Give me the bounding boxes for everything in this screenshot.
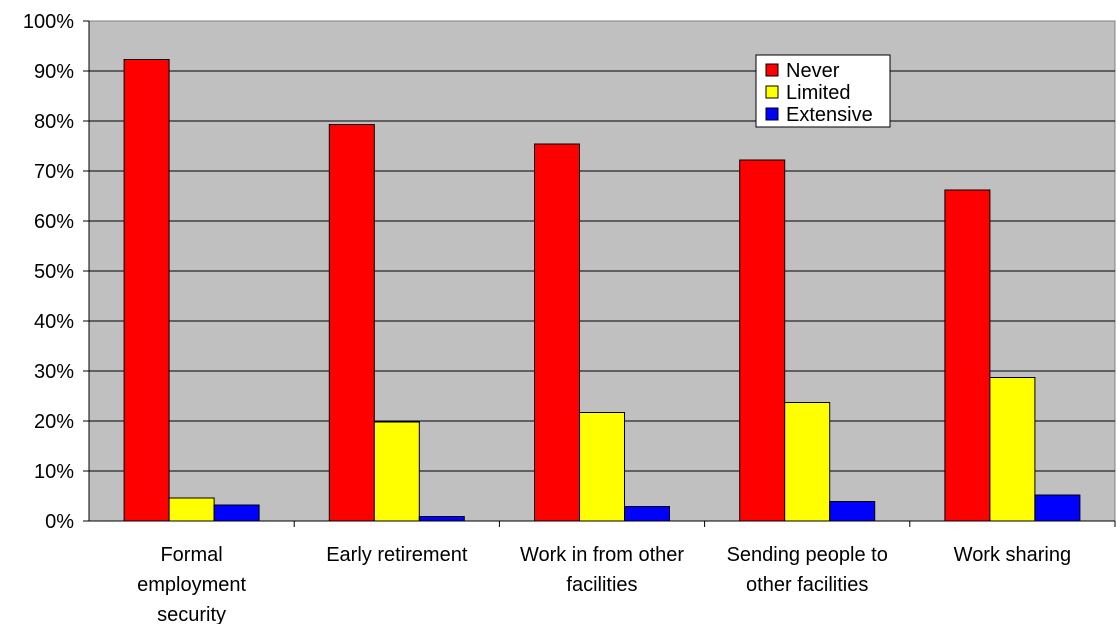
y-tick-label: 20% <box>34 411 74 433</box>
legend-swatch-extensive <box>765 107 779 121</box>
bar-never <box>328 124 375 522</box>
bar-extensive <box>829 501 876 522</box>
legend-swatch-never <box>765 63 779 77</box>
y-tick-label: 50% <box>34 261 74 283</box>
x-tick-label: Work in from other <box>520 544 684 566</box>
y-tick-label: 40% <box>34 311 74 333</box>
x-tick-label: Formal <box>160 544 222 566</box>
bar-extensive <box>624 506 670 522</box>
y-tick-label: 80% <box>34 111 74 133</box>
y-tick-label: 100% <box>23 11 74 33</box>
bar-never <box>944 189 991 522</box>
legend-label-limited: Limited <box>786 82 850 104</box>
x-tick-label: Sending people to <box>727 544 888 566</box>
y-tick-label: 90% <box>34 61 74 83</box>
y-tick-label: 0% <box>45 511 74 533</box>
axes: 0% 10% 20% 30% 40% 50% 60% 70% 80% 90% 100% Formal e… <box>23 11 1116 624</box>
bar-limited <box>784 402 831 522</box>
legend-swatch-limited <box>765 85 779 99</box>
x-tick-label: employment <box>137 574 246 596</box>
y-tick-label: 60% <box>34 211 74 233</box>
legend-label-extensive: Extensive <box>786 104 873 126</box>
bar-limited <box>989 377 1036 522</box>
x-tick-label: security <box>157 604 226 624</box>
y-tick-label: 30% <box>34 361 74 383</box>
bar-never <box>534 143 580 522</box>
bar-extensive <box>418 516 465 522</box>
bar-never <box>123 59 170 522</box>
x-tick-label: other facilities <box>746 574 868 596</box>
bar-extensive <box>213 504 260 522</box>
bar-limited <box>168 497 215 522</box>
bar-limited <box>579 412 625 522</box>
bar-extensive <box>1034 494 1081 522</box>
y-tick-label: 70% <box>34 161 74 183</box>
x-tick-label: Early retirement <box>326 544 468 566</box>
legend-label-never: Never <box>786 60 840 82</box>
x-tick-label: Work sharing <box>954 544 1071 566</box>
bar-never <box>739 159 786 522</box>
x-tick-label: facilities <box>566 574 637 596</box>
y-tick-label: 10% <box>34 461 74 483</box>
bar-limited <box>373 421 420 522</box>
gridlines <box>89 70 1115 472</box>
bars <box>123 59 1081 522</box>
